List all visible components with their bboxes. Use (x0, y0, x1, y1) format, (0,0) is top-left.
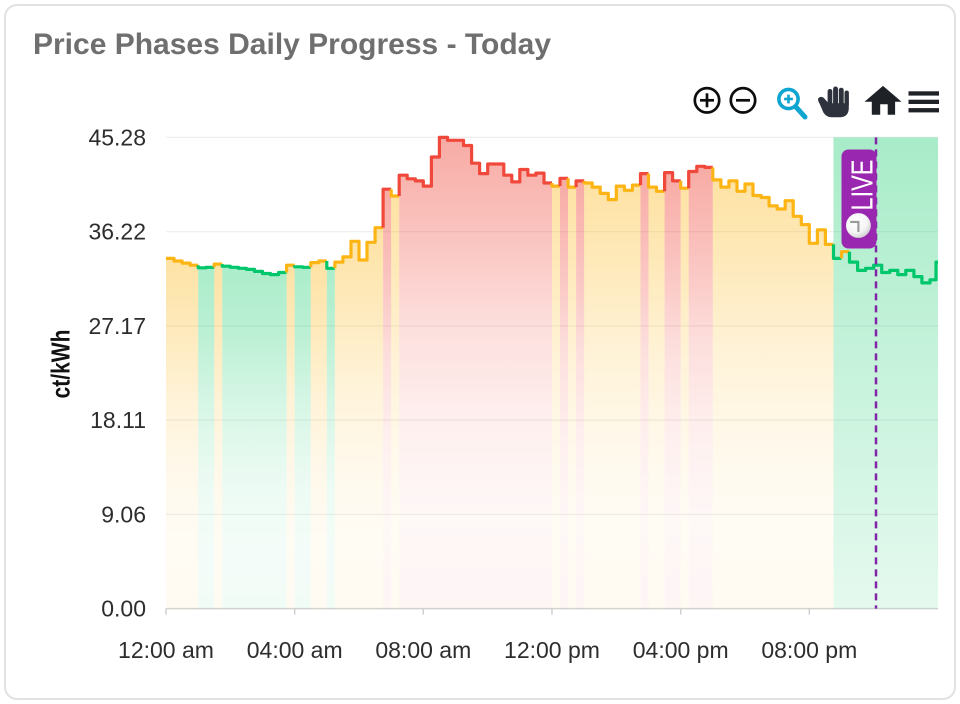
svg-text:08:00 am: 08:00 am (375, 637, 471, 663)
svg-text:04:00 am: 04:00 am (247, 637, 343, 663)
svg-text:0.00: 0.00 (101, 596, 146, 622)
svg-text:12:00 am: 12:00 am (118, 637, 214, 663)
svg-text:04:00 pm: 04:00 pm (633, 637, 729, 663)
svg-text:12:00 pm: 12:00 pm (504, 637, 600, 663)
svg-text:9.06: 9.06 (101, 501, 146, 527)
svg-text:Price Phases Daily Progress -: Price Phases Daily Progress - Today (33, 28, 551, 61)
svg-text:LIVE: LIVE (845, 160, 880, 211)
svg-text:36.22: 36.22 (88, 219, 146, 245)
svg-text:18.11: 18.11 (90, 407, 146, 433)
svg-text:08:00 pm: 08:00 pm (761, 637, 857, 663)
svg-text:45.28: 45.28 (88, 124, 146, 150)
svg-text:ct/kWh: ct/kWh (46, 330, 76, 399)
svg-text:27.17: 27.17 (88, 313, 146, 339)
